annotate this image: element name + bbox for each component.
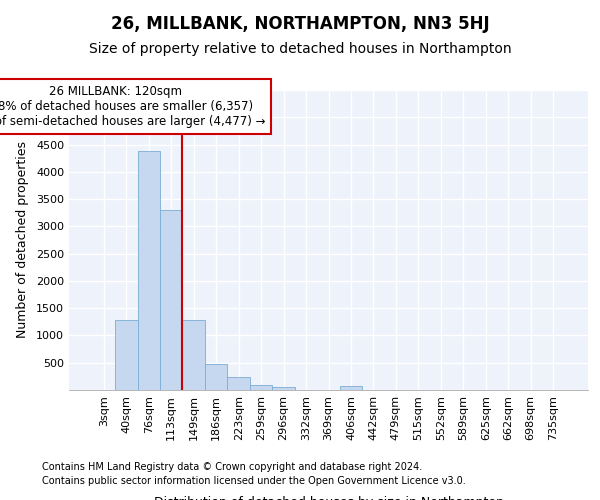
Bar bbox=[115, 320, 137, 390]
Bar bbox=[272, 386, 295, 390]
Bar bbox=[160, 210, 182, 390]
Bar bbox=[205, 364, 227, 390]
Text: Contains public sector information licensed under the Open Government Licence v3: Contains public sector information licen… bbox=[42, 476, 466, 486]
Bar bbox=[227, 377, 250, 390]
X-axis label: Distribution of detached houses by size in Northampton: Distribution of detached houses by size … bbox=[154, 496, 503, 500]
Bar bbox=[250, 384, 272, 390]
Bar bbox=[137, 151, 160, 390]
Bar bbox=[340, 386, 362, 390]
Y-axis label: Number of detached properties: Number of detached properties bbox=[16, 142, 29, 338]
Text: 26, MILLBANK, NORTHAMPTON, NN3 5HJ: 26, MILLBANK, NORTHAMPTON, NN3 5HJ bbox=[110, 15, 490, 33]
Text: Size of property relative to detached houses in Northampton: Size of property relative to detached ho… bbox=[89, 42, 511, 56]
Bar bbox=[182, 320, 205, 390]
Text: 26 MILLBANK: 120sqm
← 58% of detached houses are smaller (6,357)
41% of semi-det: 26 MILLBANK: 120sqm ← 58% of detached ho… bbox=[0, 85, 265, 128]
Text: Contains HM Land Registry data © Crown copyright and database right 2024.: Contains HM Land Registry data © Crown c… bbox=[42, 462, 422, 472]
